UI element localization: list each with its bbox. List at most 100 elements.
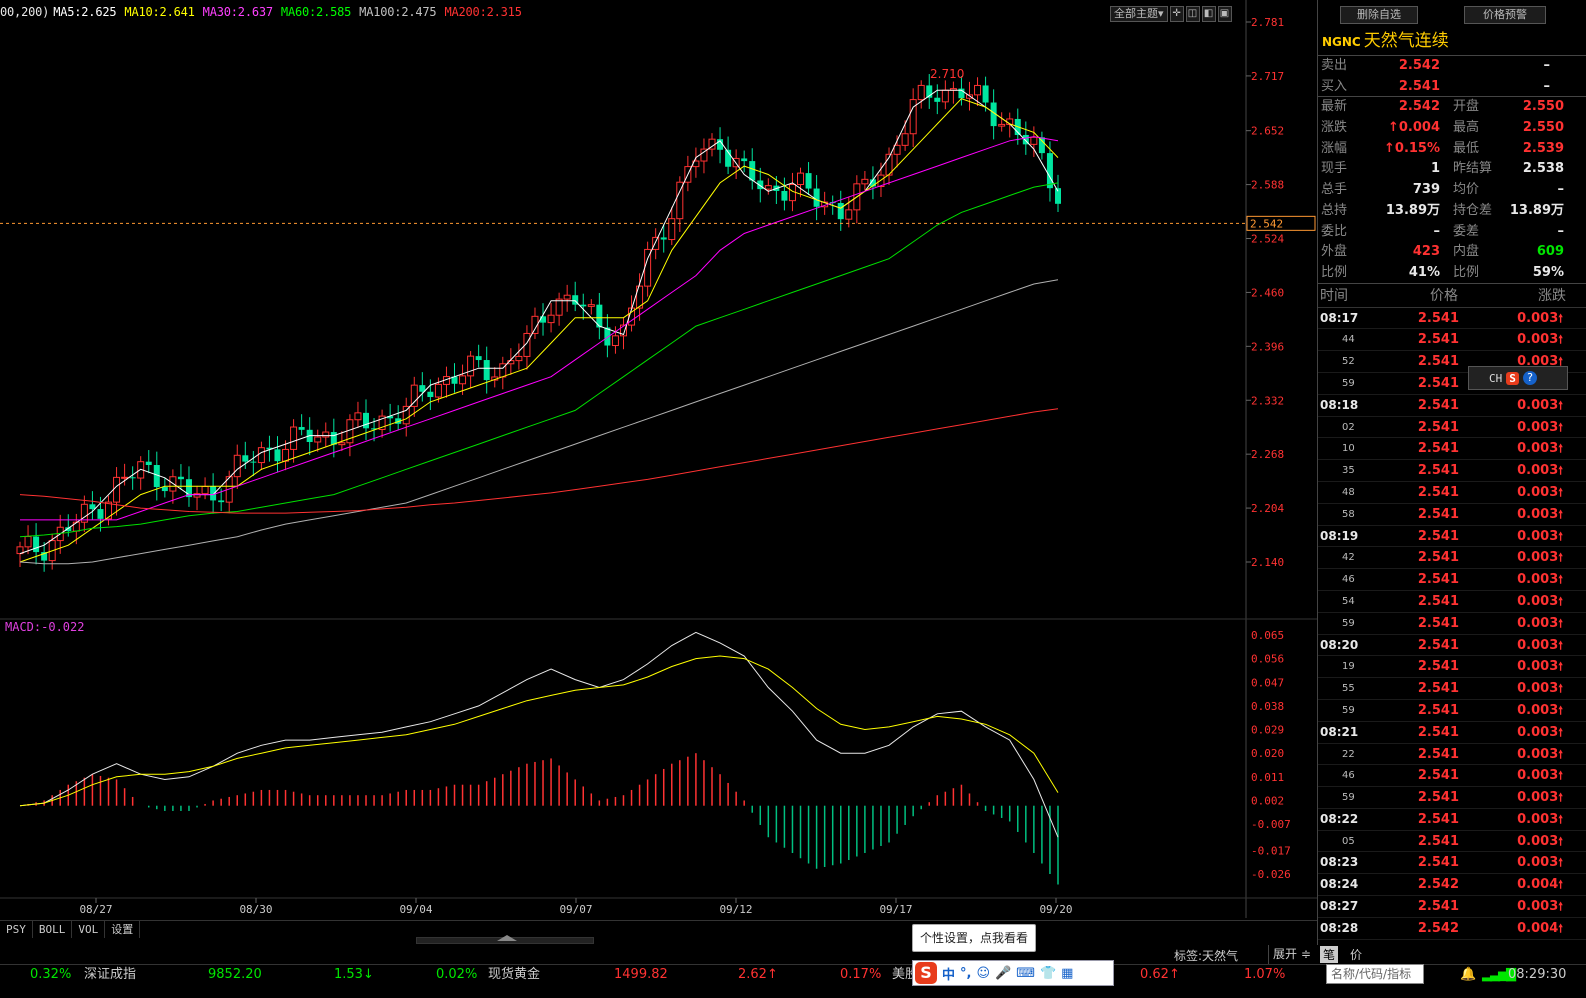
candle-body-down — [250, 461, 257, 463]
candle-body-up — [193, 493, 201, 498]
chinese-mode-icon[interactable]: 中 — [942, 967, 956, 983]
last-price-box — [1246, 215, 1316, 231]
tick-price: 2.541 — [1417, 550, 1459, 566]
chart-scrollbar[interactable] — [416, 935, 594, 944]
ticker-item: 1.07% — [1244, 967, 1286, 982]
skin-icon[interactable]: 👕 — [1039, 965, 1057, 981]
crosshair-icon[interactable]: ✛ — [1169, 6, 1184, 22]
tab-bi[interactable]: 笔 — [1320, 946, 1339, 963]
tick-time: 08:27 — [1320, 899, 1359, 914]
tick-row: 42 2.541 0.003🠕 — [1318, 547, 1586, 570]
tick-row: 08:19 2.541 0.003🠕 — [1318, 526, 1586, 548]
tick-change: 0.003🠕 — [1483, 438, 1563, 460]
split-view-icon[interactable]: ◧ — [1201, 6, 1216, 22]
tick-change-value: 0.003 — [1517, 855, 1559, 871]
up-arrow-icon: 🠕 — [1558, 573, 1563, 587]
tab-boll[interactable]: BOLL — [33, 921, 73, 938]
tick-price: 2.541 — [1417, 615, 1459, 631]
candle-body-up — [523, 332, 531, 357]
candle-body-up — [619, 324, 627, 337]
ticker-item[interactable]: 深证成指 — [84, 967, 137, 982]
tick-price: 2.541 — [1417, 899, 1459, 915]
candle-body-down — [813, 188, 820, 207]
signal-icon: ▂▃▅▇ — [1482, 967, 1516, 982]
emoji-icon[interactable]: ☺ — [976, 965, 991, 981]
candle-body-down — [427, 391, 434, 398]
help-icon[interactable]: ? — [1522, 371, 1537, 385]
tick-price: 2.542 — [1417, 920, 1459, 936]
kline-chart-area[interactable]: 2.781 2.717 2.652 2.588 2.524 2.460 2.396 2.332… — [0, 0, 1317, 944]
expand-icon[interactable]: ▣ — [1217, 6, 1232, 22]
sell-row: 卖出 2.542 – — [1318, 56, 1586, 77]
instrument-title: NGNC 天然气连续 — [1318, 28, 1586, 56]
ime-toolbar[interactable]: S 中 °, ☺ 🎤 ⌨ 👕 ▦ — [912, 960, 1114, 986]
ticker-item[interactable]: 现货黄金 — [488, 967, 541, 982]
up-arrow-icon: 🠕 — [1558, 529, 1563, 543]
candle-body-up — [80, 503, 88, 523]
tick-row: 44 2.541 0.003🠕 — [1318, 329, 1586, 352]
candle-body-down — [958, 88, 965, 99]
tick-change-value: 0.003 — [1517, 419, 1559, 435]
quote-value: 13.89万 — [1385, 202, 1440, 218]
tick-price: 2.541 — [1417, 332, 1459, 348]
tab-jia[interactable]: 价 — [1350, 948, 1363, 962]
candle-body-up — [917, 84, 925, 101]
candle-body-up — [72, 521, 80, 532]
layout-icon[interactable]: ◫ — [1185, 6, 1200, 22]
bell-icon[interactable]: 🔔 — [1460, 967, 1477, 982]
quote-label: 内盘 — [1453, 244, 1480, 260]
ticker-item[interactable]: 美股 — [892, 967, 919, 982]
toolbox-icon[interactable]: ▦ — [1061, 965, 1074, 981]
tab-settings[interactable]: 设置 — [105, 921, 141, 938]
delete-watchlist-button[interactable]: 删除自选 — [1340, 6, 1418, 24]
ime-tooltip[interactable]: 个性设置，点我看看 — [912, 924, 1036, 952]
instrument-name: 天然气连续 — [1363, 31, 1449, 51]
quote-label: 持仓差 — [1453, 202, 1493, 218]
tab-vol[interactable]: VOL — [72, 921, 106, 938]
sogou-logo-icon[interactable]: S — [915, 962, 937, 984]
keyboard-icon[interactable]: ⌨ — [1016, 965, 1035, 981]
price-alert-button[interactable]: 价格预警 — [1464, 6, 1546, 24]
scroll-up-arrow-icon[interactable] — [497, 935, 517, 941]
tick-time: 08:17 — [1320, 310, 1359, 325]
sogou-s-icon[interactable]: S — [1506, 371, 1519, 385]
tab-psy[interactable]: PSY — [0, 921, 33, 938]
tick-price: 2.541 — [1417, 790, 1459, 806]
kline-chart-svg[interactable]: 2.781 2.717 2.652 2.588 2.524 2.460 2.396 2.332… — [0, 0, 1317, 920]
up-arrow-icon: 🠕 — [1558, 900, 1563, 914]
tick-time: 59 — [1342, 617, 1355, 629]
tick-price: 2.541 — [1417, 637, 1459, 653]
candle-body-down — [145, 461, 152, 466]
quote-label: 最新 — [1321, 99, 1348, 115]
ticker-item: 1499.82 — [614, 967, 668, 982]
macd-tick-label: -0.017 — [1251, 844, 1291, 857]
punctuation-icon[interactable]: °, — [960, 965, 972, 981]
candle-body-up — [515, 355, 523, 362]
up-arrow-icon: 🠕 — [1558, 682, 1563, 696]
tick-change-value: 0.003 — [1517, 484, 1559, 500]
theme-dropdown[interactable]: 全部主题▾ — [1110, 6, 1168, 22]
tick-change-value: 0.003 — [1517, 354, 1559, 370]
candle-body-up — [563, 294, 571, 300]
tick-change-value: 0.003 — [1517, 790, 1559, 806]
up-arrow-icon: 🠕 — [1558, 398, 1563, 412]
tick-row: 08:27 2.541 0.003🠕 — [1318, 896, 1586, 918]
tick-change-value: 0.003 — [1517, 463, 1559, 479]
quote-value: ↑0.15% — [1384, 140, 1440, 156]
tick-row: 59 2.541 0.003🠕 — [1318, 787, 1586, 809]
ma30-label: MA30:2.637 — [202, 5, 273, 19]
search-input[interactable]: 名称/代码/指标 — [1326, 964, 1424, 984]
up-arrow-icon: 🠕 — [1558, 660, 1563, 674]
quote-label: 涨幅 — [1321, 140, 1348, 156]
expand-toggle[interactable]: 展开 ≑ — [1268, 945, 1315, 964]
ime-floating-bar[interactable]: CH S ? — [1468, 366, 1568, 390]
candle-body-up — [1030, 136, 1038, 145]
candle-body-down — [387, 416, 394, 419]
tick-change-value: 0.003 — [1517, 572, 1559, 588]
tick-change: 0.003🠕 — [1483, 351, 1563, 373]
ma-line-ma200 — [19, 408, 1059, 514]
clock: 08:29:30 — [1508, 967, 1567, 982]
tick-time: 42 — [1342, 552, 1355, 564]
tick-list[interactable]: 08:17 2.541 0.003🠕 44 2.541 0.003🠕 52 2.541 0.00… — [1318, 308, 1586, 940]
microphone-icon[interactable]: 🎤 — [995, 965, 1012, 981]
